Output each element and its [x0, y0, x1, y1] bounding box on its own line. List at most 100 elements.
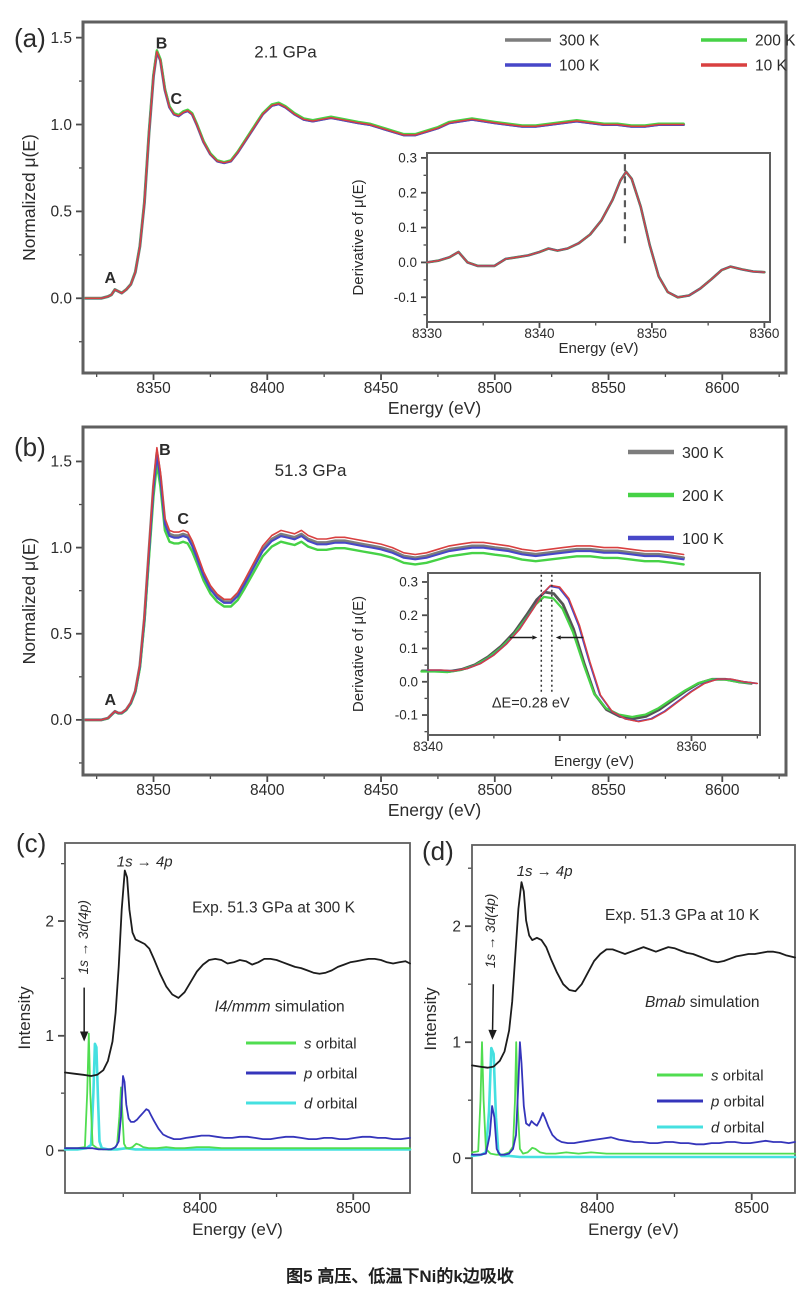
annotation-exp-51-3-gpa-at-300-k: Exp. 51.3 GPa at 300 K [192, 900, 356, 917]
y-tick-label: 1 [45, 1028, 54, 1045]
x-tick-label: 8400 [580, 1200, 615, 1217]
arrow-head [555, 635, 561, 640]
legend-label: 100 K [559, 58, 600, 75]
panel-label-b: (b) [14, 432, 46, 462]
inset-background [426, 571, 762, 737]
legend: s orbital p orbital d orbital [657, 1067, 764, 1136]
x-tick-label: 8400 [250, 782, 285, 799]
legend-item-s-orbital: s orbital [657, 1067, 764, 1084]
x-tick-label: 8550 [591, 782, 626, 799]
chart-element: p [303, 1065, 312, 1082]
annotation-a: A [105, 692, 117, 709]
plot-border [81, 20, 788, 375]
legend-item-200-k: 200 K [701, 33, 796, 50]
y-tick-label: 0.3 [398, 150, 417, 165]
series-p-orbital [471, 1041, 796, 1156]
x-tick-label: 8500 [336, 1200, 371, 1217]
y-tick-label: 1 [452, 1034, 461, 1051]
plot-border [471, 844, 796, 1194]
annotation-1s-4p: 1s → 4p [117, 854, 173, 871]
x-axis-label: Energy (eV) [554, 753, 634, 770]
chart-element: 300 K [682, 445, 724, 462]
y-tick-label: 2 [452, 918, 461, 935]
series-p-orbital [64, 1075, 411, 1151]
legend-label: 100 K [682, 531, 724, 548]
plot-border [427, 572, 761, 736]
legend-label: 200 K [755, 33, 796, 50]
chart-element: orbital [719, 1093, 764, 1110]
legend-label: d orbital [304, 1095, 357, 1112]
chart-element: 10 K [755, 58, 788, 75]
chart-element: orbital [312, 1065, 357, 1082]
y-axis-label: Intensity [421, 987, 440, 1051]
x-tick-label: 8600 [705, 782, 740, 799]
x-tick-label: 8340 [524, 326, 554, 341]
arrow-head [79, 1031, 89, 1042]
legend-item-p-orbital: p orbital [657, 1093, 764, 1110]
legend-item-100-k: 100 K [628, 531, 724, 548]
x-tick-label: 8360 [676, 739, 706, 754]
panel-b-chart: 8350 8400 8450 8500 8550 8600 0.0 0.5 1.0 1.5 Ener… [14, 425, 788, 820]
y-tick-label: 1.5 [50, 30, 72, 47]
legend-item-300-k: 300 K [628, 445, 724, 462]
series-exp-51-3-gpa-at-300-k [64, 869, 411, 1077]
legend-label: 300 K [559, 33, 600, 50]
plot-border [81, 425, 788, 777]
y-tick-label: 0.5 [50, 626, 72, 643]
series-exp-51-3-gpa-at-10-k [471, 881, 796, 1069]
figure-caption: 图5 高压、低温下Ni的k边吸收 [286, 1267, 514, 1286]
annotation-e-0-28-ev: ΔE=0.28 eV [492, 695, 570, 711]
legend-item-s-orbital: s orbital [246, 1035, 357, 1052]
x-tick-label: 8350 [637, 326, 667, 341]
chart-panel-a: 8350 8400 8450 8500 8550 8600 0.0 0.5 1.0 1.5 Ener… [14, 20, 796, 418]
y-tick-label: 0 [452, 1150, 461, 1167]
x-axis-label: Energy (eV) [192, 1220, 283, 1239]
y-tick-label: 0.0 [399, 674, 418, 689]
annotation-bmab-simulation: Bmab simulation [645, 994, 760, 1011]
chart-panel-a-inset: 8330 8340 8350 8360 -0.1 0.0 0.1 0.2 0.3 Energy (… [350, 150, 779, 357]
chart-element: simulation [271, 998, 345, 1015]
plot-border [64, 842, 411, 1194]
legend-item-d-orbital: d orbital [246, 1095, 357, 1112]
y-tick-label: 1.5 [50, 454, 72, 471]
panel-d-chart: 8400 8500 0 1 2 Energy (eV) Intensity 1s → 4p 1s… [421, 836, 797, 1239]
y-axis-label: Derivative of μ(E) [350, 596, 367, 712]
legend-label: 200 K [682, 488, 724, 505]
legend-label: p orbital [710, 1093, 764, 1110]
chart-element: d [711, 1119, 720, 1136]
legend-item-10-k: 10 K [701, 58, 788, 75]
legend-label: s orbital [711, 1067, 764, 1084]
panel-label-a: (a) [14, 23, 46, 53]
y-axis-label: Normalized μ(E) [19, 538, 39, 665]
chart-element: orbital [312, 1035, 357, 1052]
y-tick-label: 0.0 [50, 712, 72, 729]
annotation-1s-3d-4p: 1s → 3d(4p) [76, 900, 91, 974]
y-tick-label: 0.0 [50, 291, 72, 308]
x-axis-label: Energy (eV) [388, 398, 481, 418]
x-tick-label: 8450 [364, 782, 399, 799]
arrow-line [491, 984, 495, 1030]
chart-element: orbital [312, 1095, 357, 1112]
chart-element: 100 K [559, 58, 600, 75]
series-s-orbital [471, 1041, 796, 1156]
annotation-b: B [159, 442, 171, 459]
legend-item-100-k: 100 K [505, 58, 600, 75]
y-tick-label: -0.1 [395, 708, 418, 723]
annotation-c: C [177, 511, 189, 528]
annotation-51-3-gpa: 51.3 GPa [275, 461, 347, 480]
inset-background [425, 151, 772, 324]
x-tick-label: 8350 [136, 782, 171, 799]
y-axis-label: Derivative of μ(E) [350, 179, 367, 295]
y-tick-label: -0.1 [394, 290, 417, 305]
chart-element: 100 K [682, 531, 724, 548]
chart-element: p [710, 1093, 719, 1110]
x-tick-label: 8350 [136, 380, 171, 397]
legend-item-300-k: 300 K [505, 33, 600, 50]
chart-element: Bmab [645, 994, 686, 1011]
series-200-k [420, 595, 752, 718]
y-tick-label: 1.0 [50, 117, 72, 134]
chart-element: 200 K [755, 33, 796, 50]
y-tick-label: 1.0 [50, 540, 72, 557]
